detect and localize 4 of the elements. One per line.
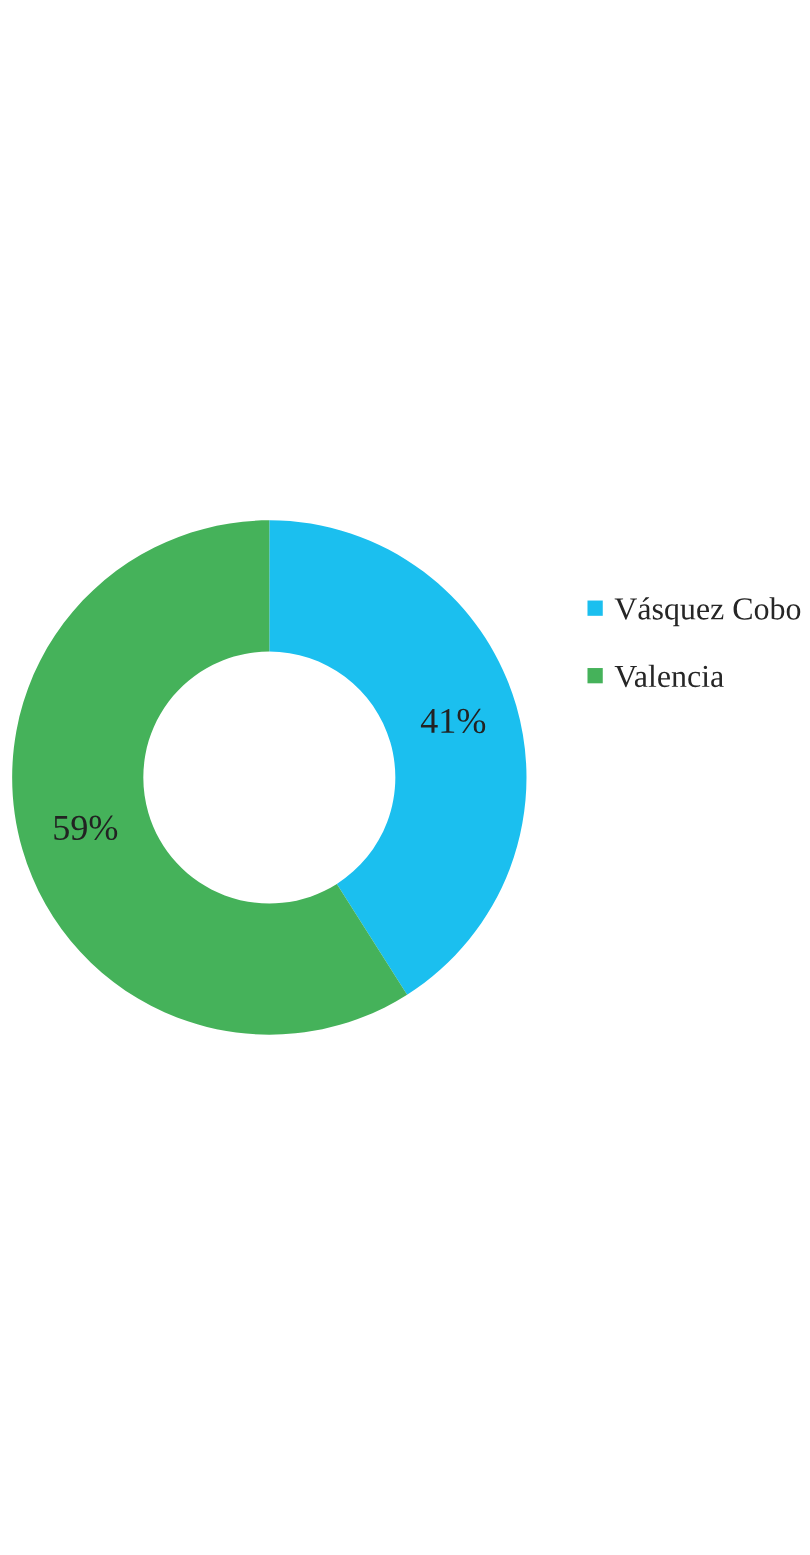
legend-label: Valencia	[614, 664, 724, 688]
data-label: 41%	[420, 708, 486, 734]
data-label: 59%	[54, 815, 118, 841]
legend-label: Vásquez Cobo	[614, 597, 801, 627]
